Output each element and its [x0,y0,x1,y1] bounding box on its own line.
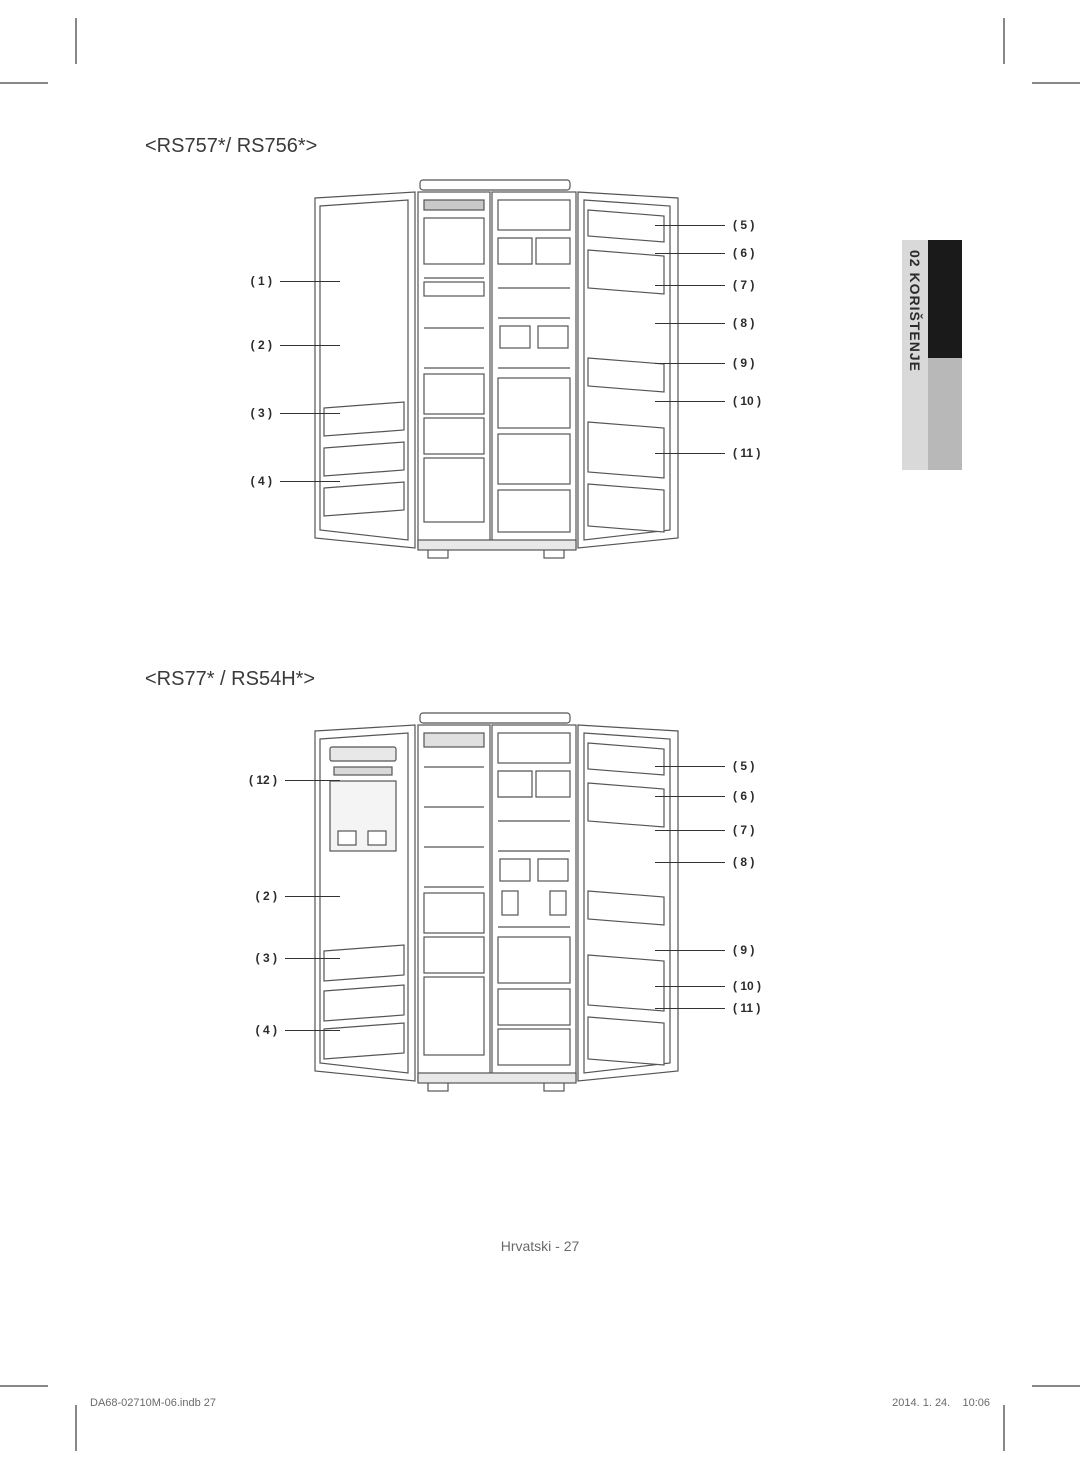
callout-label: ( 9 ) [655,356,754,370]
callout-label: ( 9 ) [655,943,754,957]
fridge-diagram-b: ( 12 ) ( 2 ) ( 3 ) ( 4 ) ( 5 ) ( 6 ) ( 7 ) ( 8 … [145,711,935,1121]
callout-number: ( 5 ) [733,759,754,773]
crop-mark [0,1385,48,1387]
crop-mark [1003,1405,1005,1451]
callout-number: ( 7 ) [733,823,754,837]
callout-number: ( 8 ) [733,316,754,330]
model-heading-b: <RS77* / RS54H*> [145,668,935,691]
callout-label: ( 1 ) [225,274,340,288]
callout-label: ( 5 ) [655,759,754,773]
fridge-diagram-a: ( 1 ) ( 2 ) ( 3 ) ( 4 ) ( 5 ) ( 6 ) ( 7 ) ( 8 )… [145,178,935,588]
callout-label: ( 11 ) [655,1001,760,1015]
callout-label: ( 2 ) [225,338,340,352]
callout-number: ( 8 ) [733,855,754,869]
fridge-illustration-b [300,711,690,1101]
crop-mark [75,18,77,64]
fridge-illustration-a [300,178,690,568]
callout-number: ( 11 ) [733,1001,760,1015]
callout-number: ( 3 ) [256,951,277,965]
callout-number: ( 4 ) [256,1023,277,1037]
callout-label: ( 12 ) [233,773,340,787]
callout-label: ( 4 ) [225,474,340,488]
page-footer-right: 2014. 1. 24. 10:06 [892,1397,990,1409]
callout-label: ( 10 ) [655,394,761,408]
callout-number: ( 10 ) [733,394,761,408]
crop-mark [75,1405,77,1451]
callout-label: ( 2 ) [233,889,340,903]
footer-date: 2014. 1. 24. [892,1397,950,1409]
callout-label: ( 6 ) [655,246,754,260]
callout-label: ( 3 ) [233,951,340,965]
callout-label: ( 4 ) [233,1023,340,1037]
callout-label: ( 5 ) [655,218,754,232]
callout-number: ( 10 ) [733,979,761,993]
footer-time: 10:06 [962,1397,990,1409]
callout-number: ( 2 ) [256,889,277,903]
model-heading-a: <RS757*/ RS756*> [145,135,935,158]
callout-label: ( 8 ) [655,855,754,869]
callout-number: ( 12 ) [249,773,277,787]
callout-label: ( 11 ) [655,446,760,460]
callout-label: ( 8 ) [655,316,754,330]
callout-number: ( 9 ) [733,356,754,370]
callout-number: ( 6 ) [733,789,754,803]
crop-mark [1032,1385,1080,1387]
crop-mark [1003,18,1005,64]
callout-number: ( 2 ) [251,338,272,352]
callout-number: ( 9 ) [733,943,754,957]
callout-number: ( 3 ) [251,406,272,420]
callout-number: ( 4 ) [251,474,272,488]
callout-number: ( 6 ) [733,246,754,260]
callout-number: ( 11 ) [733,446,760,460]
crop-mark [0,82,48,84]
page-content: <RS757*/ RS756*> [145,135,935,1201]
callout-number: ( 5 ) [733,218,754,232]
callout-label: ( 6 ) [655,789,754,803]
callout-label: ( 3 ) [225,406,340,420]
callout-label: ( 7 ) [655,823,754,837]
callout-label: ( 10 ) [655,979,761,993]
crop-mark [1032,82,1080,84]
callout-number: ( 1 ) [251,274,272,288]
page-footer-left: DA68-02710M-06.indb 27 [90,1397,216,1409]
callout-number: ( 7 ) [733,278,754,292]
page-footer-center: Hrvatski - 27 [0,1238,1080,1254]
callout-label: ( 7 ) [655,278,754,292]
